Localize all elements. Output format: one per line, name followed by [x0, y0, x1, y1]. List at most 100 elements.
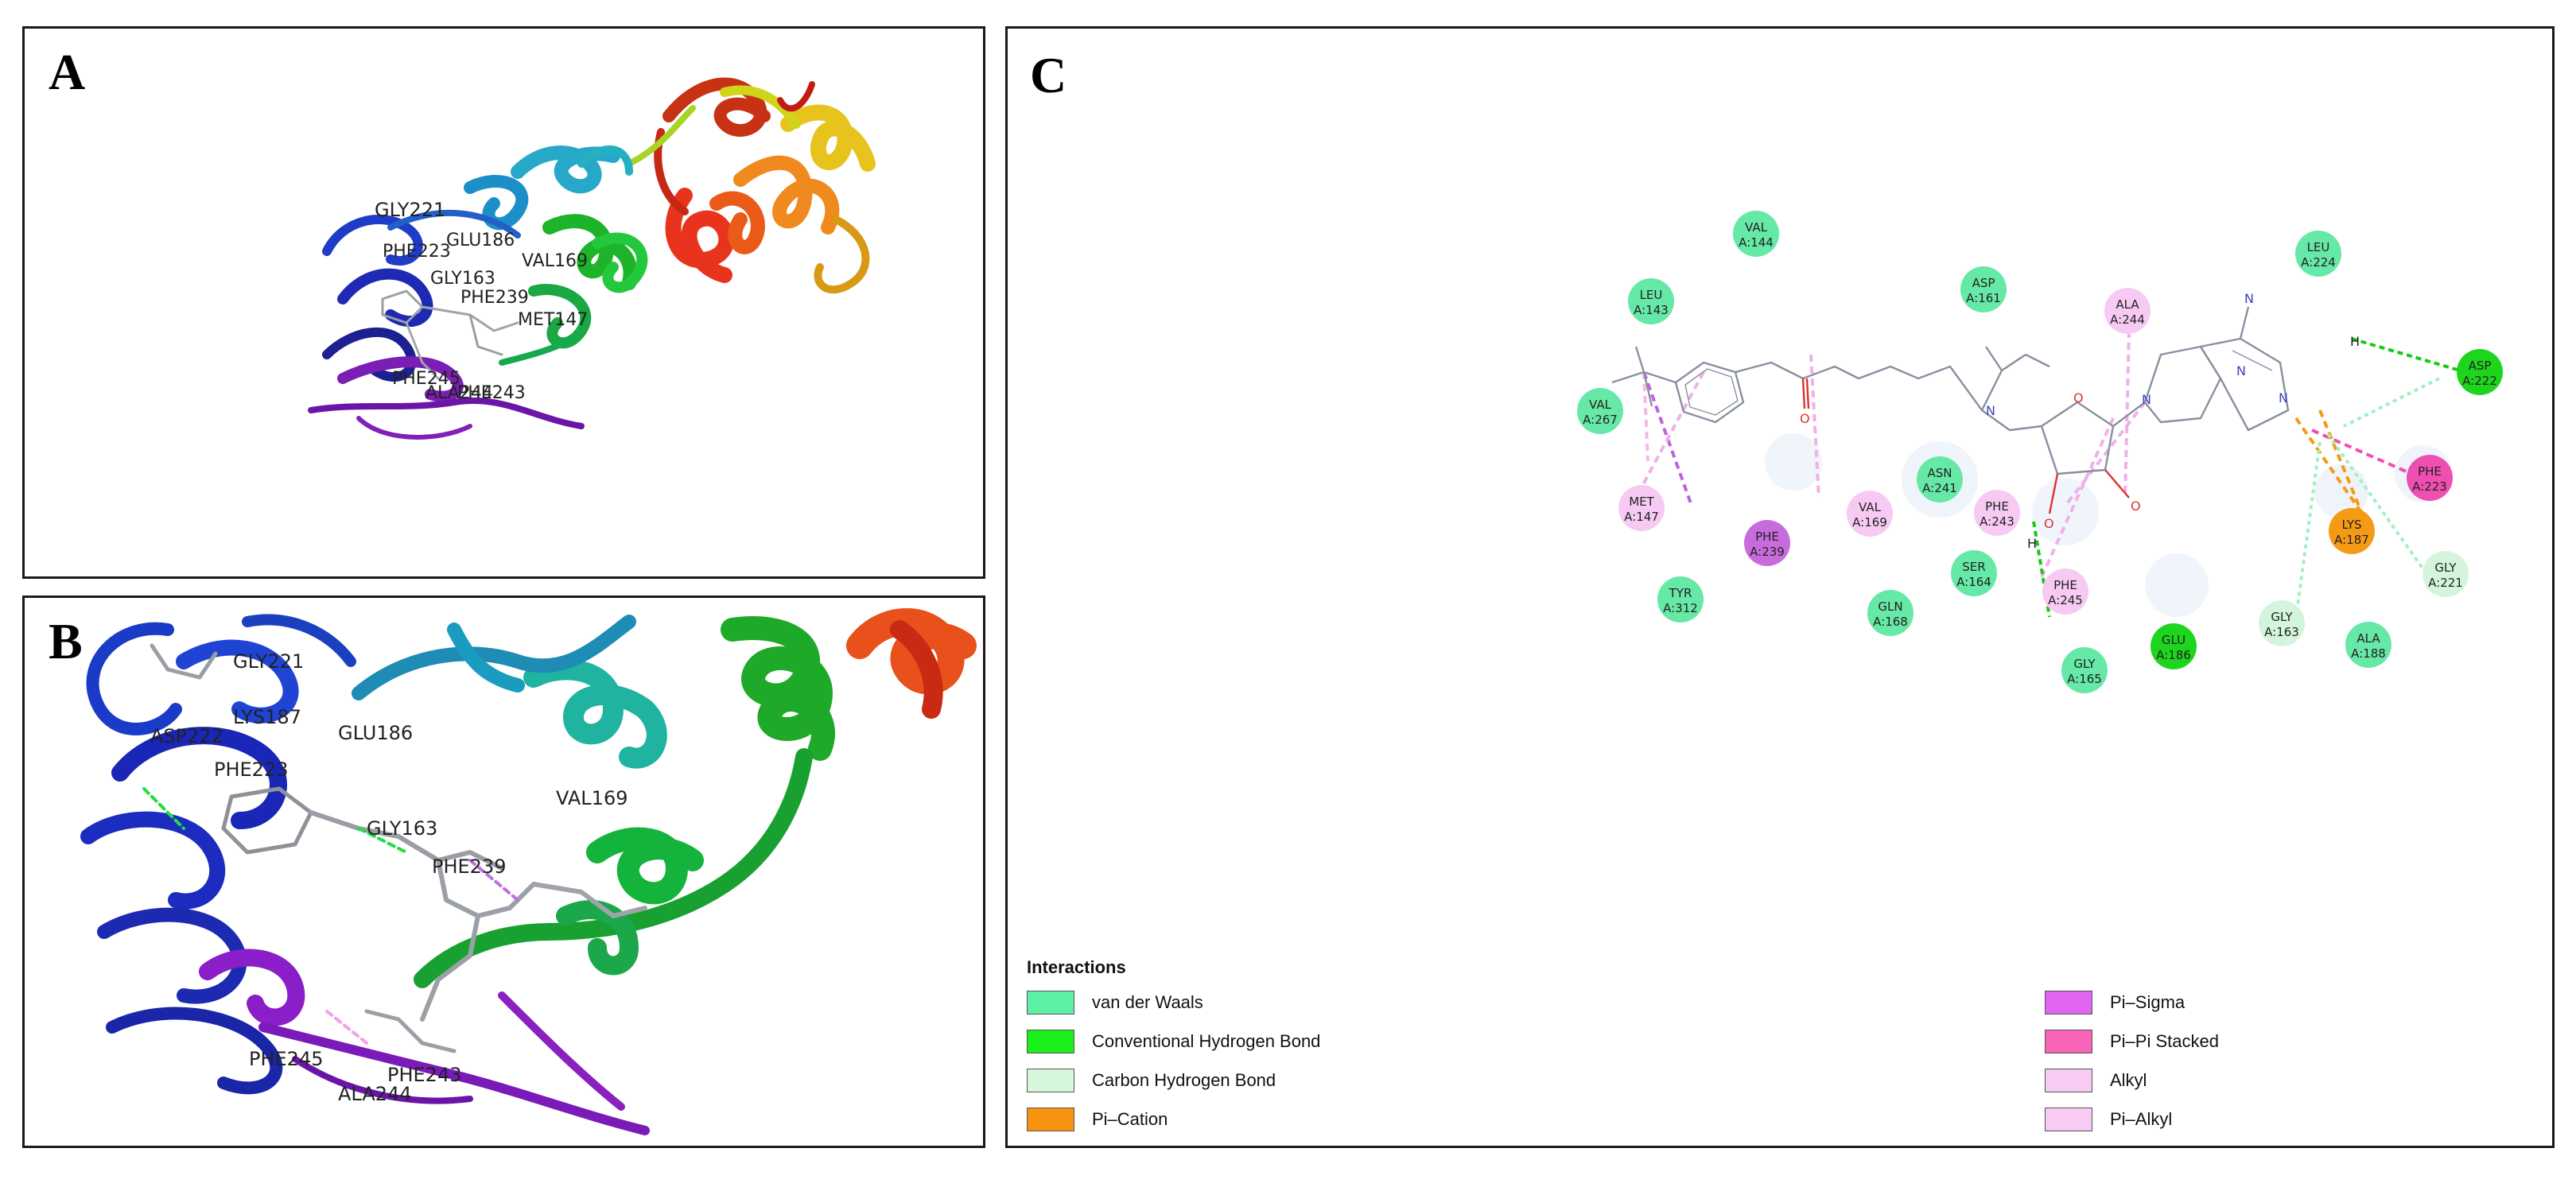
interaction-diagram: N N O N N N O O O VALA:144LEUA:143VALA:2…	[1577, 211, 2503, 693]
panel-b-letter: B	[49, 613, 83, 669]
svg-text:N: N	[2244, 291, 2254, 306]
legend-label: Pi–Alkyl	[2110, 1109, 2173, 1129]
legend-swatch	[2045, 1108, 2092, 1131]
panel-a-label: GLY163	[430, 269, 495, 289]
residue-circle	[2295, 231, 2341, 277]
legend-swatch	[2045, 1030, 2092, 1053]
protein-ribbon-closeup	[80, 608, 977, 1135]
residue-name: GLN	[1878, 599, 1902, 614]
legend-item-pi-alkyl: Pi–Alkyl	[2045, 1108, 2172, 1131]
panel-a-label: PHE245	[392, 369, 460, 389]
legend-label: van der Waals	[1092, 992, 1203, 1012]
residue-name: LEU	[2307, 240, 2330, 254]
residue-name: TYR	[1669, 586, 1692, 600]
svg-text:O: O	[1800, 411, 1810, 426]
residue-name: GLY	[2271, 610, 2293, 624]
panel-b-label: PHE239	[432, 855, 507, 878]
residue-name: MET	[1629, 495, 1654, 509]
residue-circle	[1951, 550, 1997, 596]
panel-c-letter: C	[1030, 47, 1067, 103]
legend-item-carbon-hbond: Carbon Hydrogen Bond	[1027, 1069, 1276, 1092]
legend-swatch	[1027, 1108, 1074, 1131]
panel-b-label: PHE245	[249, 1048, 324, 1070]
panel-b-label: ALA244	[338, 1083, 412, 1105]
residue-name: VAL	[1859, 500, 1882, 514]
residue-name: PHE	[2053, 578, 2077, 592]
residue-number: A:239	[1750, 545, 1785, 559]
residue-circle	[1867, 590, 1914, 636]
residue-number: A:224	[2301, 255, 2336, 270]
residue-name: VAL	[1589, 398, 1612, 412]
legend-title: Interactions	[1027, 957, 1126, 977]
legend-swatch	[2045, 1069, 2092, 1092]
svg-text:O: O	[2073, 390, 2084, 405]
svg-text:N: N	[2279, 390, 2288, 405]
residue-number: A:243	[1980, 514, 2015, 529]
residue-name: LYS	[2341, 518, 2361, 532]
residue-name: PHE	[2418, 464, 2442, 479]
residue-circle	[1917, 456, 1963, 502]
residue-name: PHE	[1985, 499, 2009, 514]
panel-a-label: GLY221	[375, 199, 446, 221]
svg-text:N: N	[2236, 363, 2246, 378]
atom-labels: N N O N N N	[1986, 291, 2288, 418]
legend-item-conventional-hbond: Conventional Hydrogen Bond	[1027, 1030, 1320, 1053]
residue-number: A:143	[1634, 303, 1669, 317]
residue-name: LEU	[1640, 288, 1663, 302]
residue-name: GLY	[2434, 561, 2457, 575]
panel-b-label: GLU186	[338, 722, 414, 744]
panel-b-label: GLY163	[367, 817, 438, 840]
legend-label: Pi–Sigma	[2110, 992, 2186, 1012]
legend-item-pi-cation: Pi–Cation	[1027, 1108, 1168, 1131]
panel-a-letter: A	[49, 44, 86, 100]
residue-circle	[2329, 508, 2375, 554]
residue-name: VAL	[1745, 220, 1768, 235]
legend-item-pi-sigma: Pi–Sigma	[2045, 991, 2185, 1014]
residue-name: GLU	[2162, 633, 2186, 647]
panel-b-label: ASP222	[150, 725, 223, 747]
residue-number: A:245	[2048, 593, 2083, 607]
legend-swatch	[1027, 991, 1074, 1014]
residue-name: PHE	[1755, 530, 1779, 544]
residue-circle	[2151, 623, 2197, 669]
residue-number: A:164	[1956, 575, 1991, 589]
h-atom-label: H	[2027, 536, 2038, 551]
legend-label: Pi–Pi Stacked	[2110, 1031, 2219, 1051]
legend-label: Alkyl	[2110, 1070, 2147, 1090]
residue-circle	[1744, 520, 1790, 566]
residue-number: A:147	[1624, 510, 1659, 524]
panel-a: A	[22, 26, 985, 579]
panel-a-label: PHE223	[383, 242, 451, 262]
residue-number: A:161	[1966, 291, 2001, 305]
residue-number: A:163	[2264, 625, 2299, 639]
legend-item-van-der-waals: van der Waals	[1027, 991, 1203, 1014]
residue-name: GLY	[2073, 657, 2096, 671]
residue-name: ASN	[1927, 466, 1952, 480]
residue-number: A:222	[2462, 374, 2497, 388]
residue-circle	[1733, 211, 1779, 257]
panel-b: B	[22, 596, 985, 1148]
h-atom-label: H	[2350, 334, 2360, 349]
oxygen-labels: O O O	[1800, 411, 2141, 531]
panel-a-label: GLU186	[446, 231, 515, 250]
panel-a-label: MET147	[518, 310, 589, 330]
legend-label: Conventional Hydrogen Bond	[1092, 1031, 1321, 1051]
